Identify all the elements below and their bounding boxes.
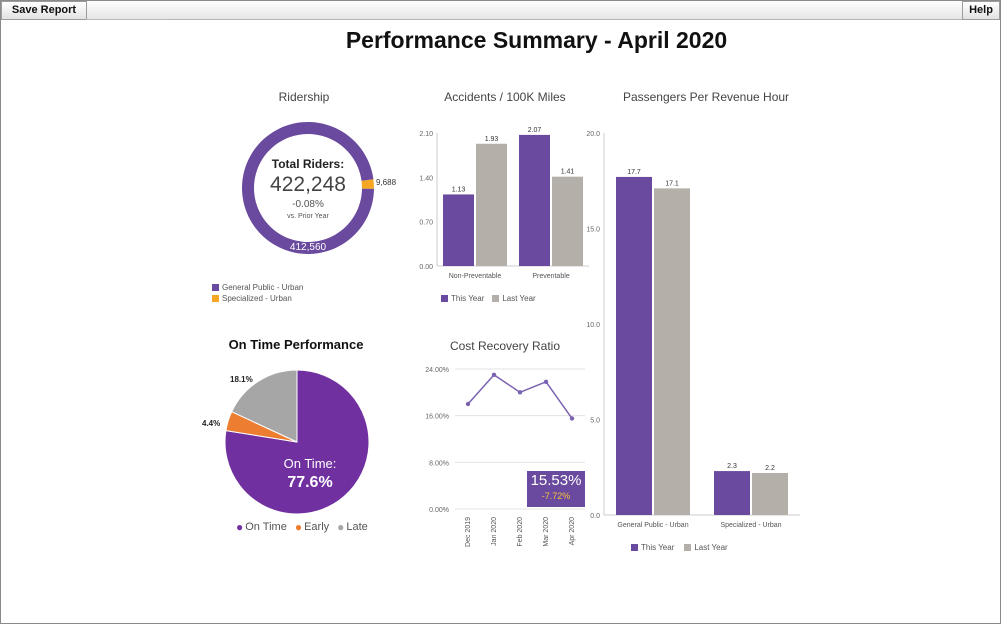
toolbar: Save Report Help bbox=[1, 1, 1000, 20]
bar bbox=[519, 134, 550, 266]
legend-label: General Public - Urban bbox=[222, 283, 304, 292]
bar-value-label: 2.07 bbox=[528, 127, 542, 134]
toolbar-divider bbox=[86, 19, 168, 20]
legend-swatch bbox=[631, 544, 638, 551]
legend-label: Late bbox=[346, 521, 368, 533]
help-button[interactable]: Help bbox=[962, 1, 1000, 20]
x-tick-label: Non-Preventable bbox=[449, 273, 502, 280]
cost-title: Cost Recovery Ratio bbox=[449, 339, 561, 353]
pie-label: 18.1% bbox=[230, 375, 253, 384]
cost-chart: 0.00% 8.00% 16.00% 24.00% Dec 2019 Jan 2020 Fe… bbox=[425, 367, 585, 547]
donut-label: 9,688 bbox=[376, 178, 397, 187]
bar bbox=[552, 176, 583, 266]
legend-label: Last Year bbox=[694, 543, 728, 552]
pie-label: 4.4% bbox=[202, 419, 220, 428]
ridership-title: Ridership bbox=[278, 90, 330, 104]
ridership-center-label: Total Riders: bbox=[271, 157, 345, 171]
bar-value-label: 1.93 bbox=[485, 136, 499, 143]
bar-value-label: 1.13 bbox=[452, 186, 466, 193]
y-tick-label: 16.00% bbox=[425, 414, 449, 421]
bar-value-label: 2.3 bbox=[727, 463, 737, 470]
ridership-change-note: vs. Prior Year bbox=[287, 213, 329, 220]
cost-kpi-box: 15.53% -7.72% bbox=[527, 471, 585, 507]
bar bbox=[714, 471, 750, 515]
x-tick-label: Feb 2020 bbox=[517, 517, 524, 547]
legend-swatch bbox=[492, 295, 500, 302]
legend-swatch bbox=[684, 544, 692, 551]
pie-slice bbox=[231, 369, 298, 443]
data-point bbox=[465, 401, 471, 407]
cost-kpi-change: -7.72% bbox=[541, 491, 571, 501]
bar-value-label: 2.2 bbox=[765, 465, 775, 472]
cost-kpi-value: 15.53% bbox=[530, 472, 582, 489]
save-report-button[interactable]: Save Report bbox=[1, 1, 87, 20]
y-tick-label: 0.00% bbox=[429, 507, 449, 514]
ridership-donut: 412,560 9,688 bbox=[242, 122, 397, 254]
y-tick-label: 20.0 bbox=[586, 131, 600, 138]
pie-label: On Time: bbox=[284, 456, 337, 471]
pph-chart: 0.0 5.0 10.0 15.0 20.0 17.7 17.1 General Public… bbox=[586, 131, 800, 529]
pph-legend: This Year Last Year bbox=[631, 542, 728, 553]
bar-value-label: 17.7 bbox=[627, 169, 641, 176]
legend-label: This Year bbox=[641, 543, 675, 552]
legend-label: This Year bbox=[451, 294, 485, 303]
legend-dot: ● bbox=[236, 520, 244, 534]
x-tick-label: Dec 2019 bbox=[465, 517, 472, 547]
donut-slice bbox=[361, 179, 374, 189]
series-line bbox=[467, 373, 573, 419]
bar bbox=[752, 472, 788, 515]
donut-label: 412,560 bbox=[290, 242, 327, 253]
pie-value-label: 77.6% bbox=[287, 474, 332, 491]
legend-dot: ● bbox=[337, 520, 345, 534]
y-tick-label: 1.40 bbox=[419, 175, 433, 182]
x-tick-label: Preventable bbox=[532, 273, 569, 280]
accidents-chart: 0.00 0.70 1.40 2.10 1.13 1.93 Non-Preventable 2… bbox=[419, 127, 589, 280]
pph-title: Passengers Per Revenue Hour bbox=[622, 90, 790, 104]
x-tick-label: Specialized - Urban bbox=[720, 522, 781, 529]
legend-label: Early bbox=[304, 521, 330, 533]
data-point bbox=[543, 379, 549, 385]
ontime-title: On Time Performance bbox=[228, 337, 364, 352]
x-tick-label: Jan 2020 bbox=[491, 517, 498, 546]
data-point bbox=[569, 416, 575, 421]
y-tick-label: 0.0 bbox=[590, 513, 600, 520]
legend-swatch bbox=[212, 284, 219, 291]
bar bbox=[443, 194, 474, 266]
legend-swatch bbox=[212, 295, 219, 302]
page-title: Performance Summary - April 2020 bbox=[345, 27, 728, 53]
legend-dot: ● bbox=[294, 520, 303, 534]
x-tick-label: Mar 2020 bbox=[543, 517, 550, 547]
ridership-legend: General Public - Urban Specialized - Urb… bbox=[212, 282, 303, 304]
legend-swatch bbox=[441, 295, 448, 302]
legend-label: Last Year bbox=[502, 294, 536, 303]
data-point bbox=[491, 372, 497, 378]
bar-value-label: 17.1 bbox=[665, 180, 679, 187]
y-tick-label: 2.10 bbox=[419, 131, 433, 138]
accidents-title: Accidents / 100K Miles bbox=[444, 90, 566, 104]
bar bbox=[654, 188, 690, 515]
bar-value-label: 1.41 bbox=[561, 169, 575, 176]
x-tick-label: Apr 2020 bbox=[569, 517, 576, 546]
legend-label: Specialized - Urban bbox=[222, 294, 292, 303]
ontime-legend: ● On Time ● Early ● Late bbox=[236, 520, 368, 534]
y-tick-label: 8.00% bbox=[429, 460, 449, 467]
ontime-pie: On Time: 77.6% 4.4% 18.1% bbox=[202, 369, 370, 515]
y-tick-label: 0.70 bbox=[419, 220, 433, 227]
legend-label: On Time bbox=[245, 521, 287, 533]
y-tick-label: 0.00 bbox=[419, 264, 433, 271]
y-tick-label: 15.0 bbox=[586, 227, 600, 234]
y-tick-label: 10.0 bbox=[586, 322, 600, 329]
ridership-total: 422,248 bbox=[270, 173, 346, 196]
x-tick-label: General Public - Urban bbox=[617, 522, 688, 529]
ridership-change: -0.08% bbox=[292, 199, 324, 210]
bar bbox=[476, 143, 507, 266]
y-tick-label: 24.00% bbox=[425, 367, 449, 374]
bar bbox=[616, 176, 652, 515]
accidents-legend: This Year Last Year bbox=[441, 293, 536, 304]
y-tick-label: 5.0 bbox=[590, 418, 600, 425]
data-point bbox=[517, 390, 523, 395]
